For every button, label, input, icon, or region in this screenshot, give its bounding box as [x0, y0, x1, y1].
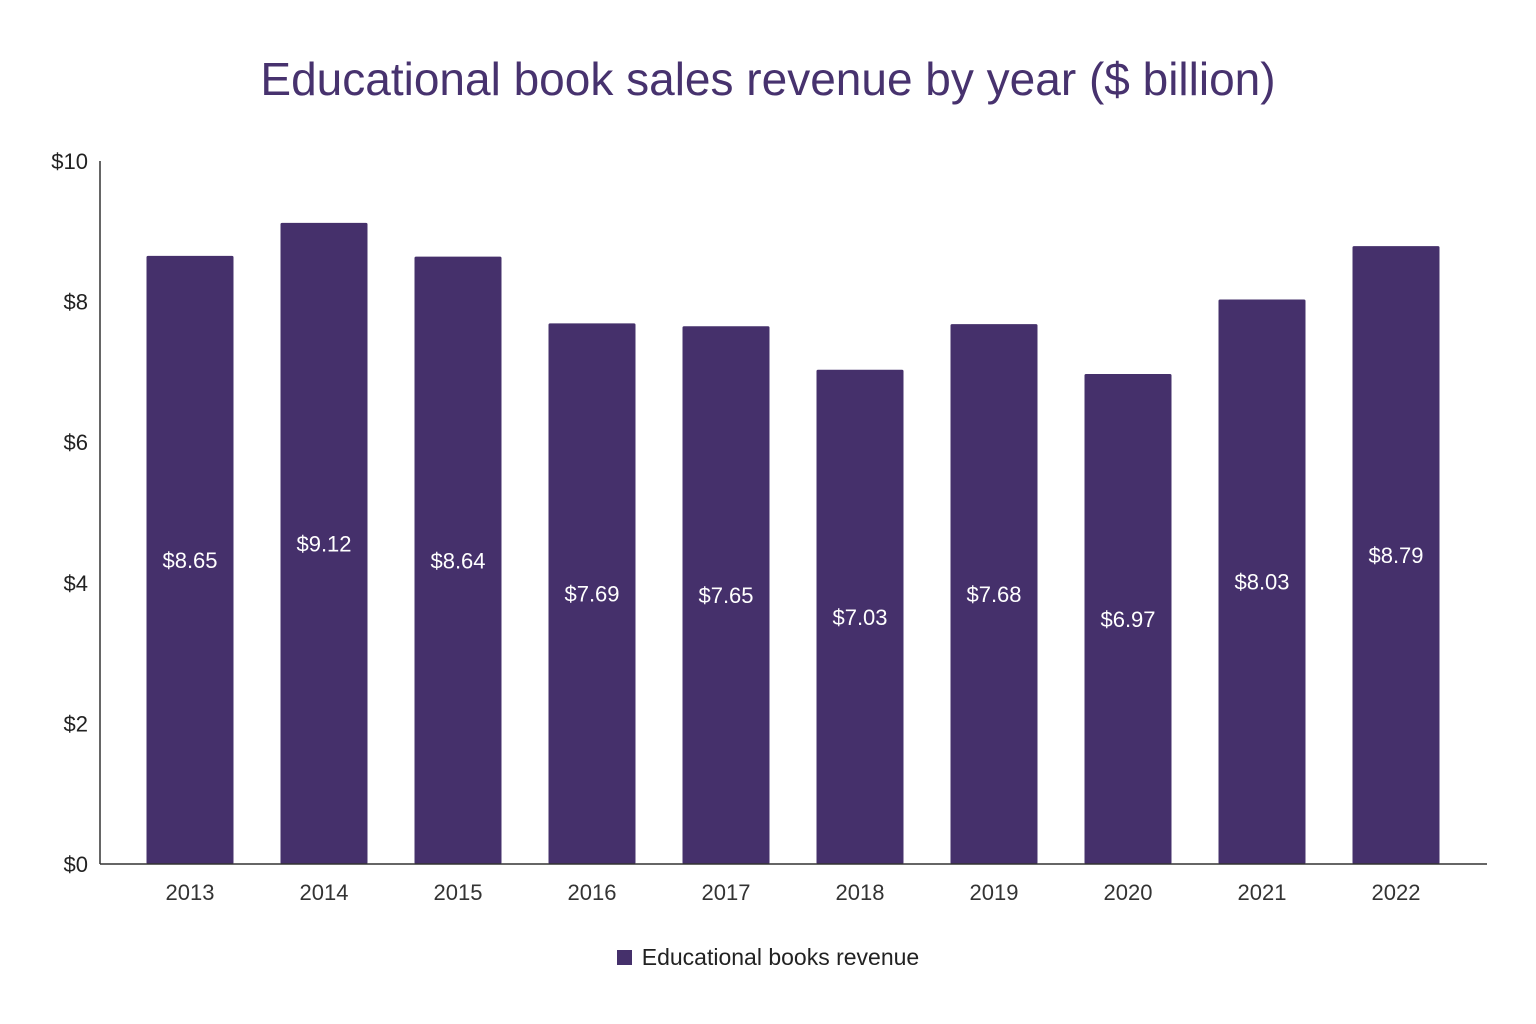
- y-tick-label: $4: [64, 571, 88, 596]
- legend: Educational books revenue: [0, 944, 1536, 971]
- legend-swatch: [616, 950, 632, 965]
- data-label: $8.64: [430, 548, 485, 573]
- x-tick-label: 2022: [1372, 880, 1421, 905]
- x-tick-label: 2020: [1104, 880, 1153, 905]
- legend-label: Educational books revenue: [641, 944, 920, 970]
- x-tick-label: 2019: [970, 880, 1019, 905]
- data-label: $8.65: [162, 548, 217, 573]
- y-tick-label: $10: [51, 149, 88, 174]
- x-tick-label: 2014: [300, 880, 349, 905]
- data-label: $6.97: [1100, 607, 1155, 632]
- bar-2021: [1218, 299, 1306, 865]
- bar-2015: [414, 256, 502, 864]
- x-tick-label: 2016: [568, 880, 617, 905]
- data-label: $8.03: [1234, 570, 1289, 595]
- data-label: $8.79: [1368, 543, 1423, 568]
- y-tick-label: $0: [64, 852, 88, 877]
- data-label: $7.68: [966, 582, 1021, 607]
- y-tick-label: $2: [64, 711, 88, 736]
- x-tick-label: 2021: [1238, 880, 1287, 905]
- data-label: $7.65: [698, 583, 753, 608]
- y-tick-label: $8: [64, 290, 88, 315]
- x-tick-label: 2015: [434, 880, 483, 905]
- bar-2018: [816, 369, 904, 864]
- data-label: $7.03: [832, 605, 887, 630]
- bar-2022: [1352, 246, 1440, 865]
- data-label: $9.12: [296, 531, 351, 556]
- bar-2019: [950, 324, 1038, 864]
- chart-title: Educational book sales revenue by year (…: [260, 53, 1276, 105]
- x-tick-label: 2013: [166, 880, 215, 905]
- bar-2017: [682, 326, 770, 865]
- x-tick-label: 2017: [702, 880, 751, 905]
- data-label: $7.69: [564, 582, 619, 607]
- bar-2013: [146, 255, 234, 864]
- y-tick-label: $6: [64, 430, 88, 455]
- bar-2014: [280, 222, 368, 864]
- bar-2016: [548, 323, 636, 864]
- bar-2020: [1084, 374, 1172, 864]
- x-tick-label: 2018: [836, 880, 885, 905]
